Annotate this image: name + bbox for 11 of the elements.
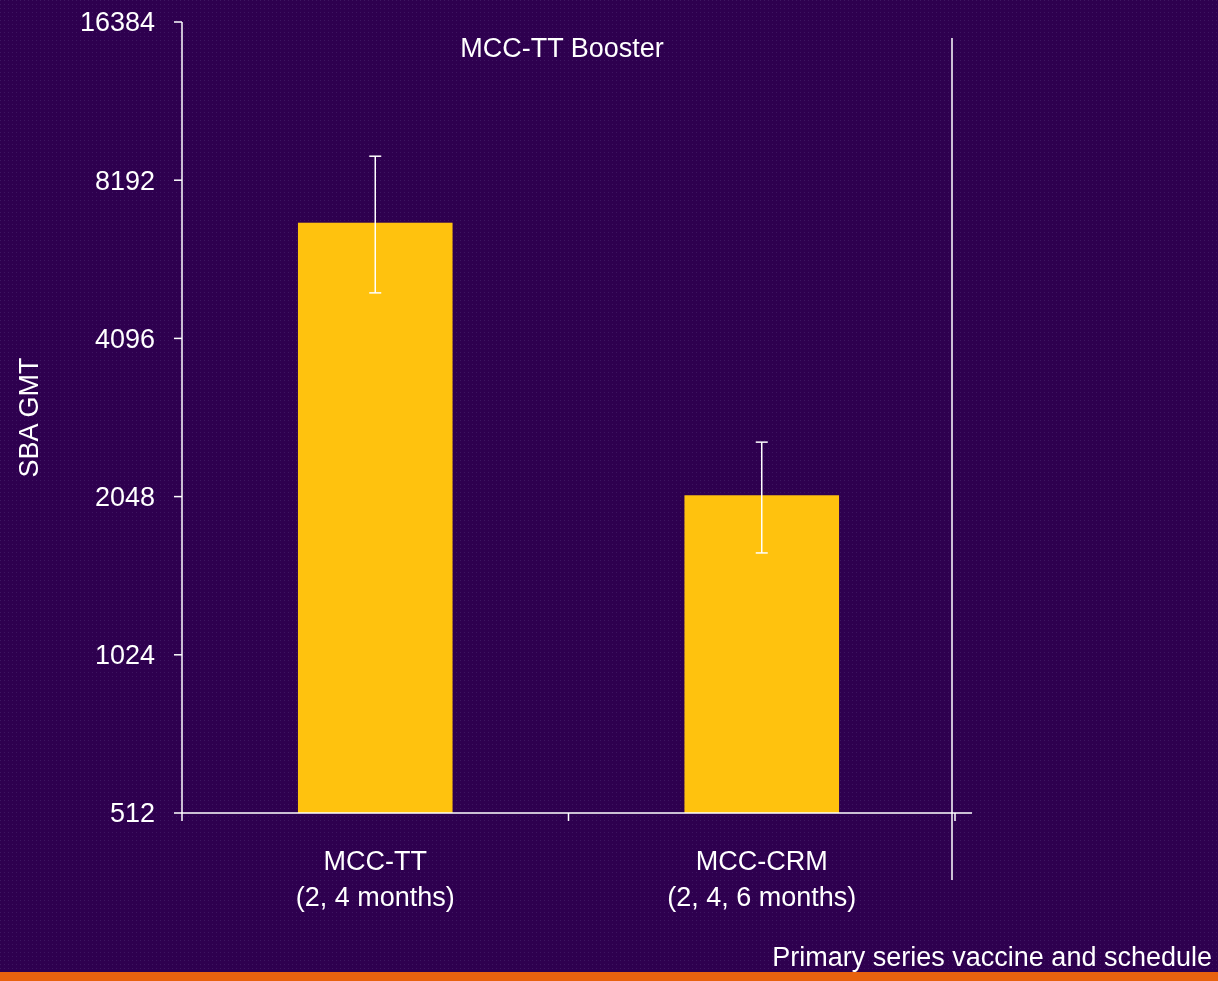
x-tick-label: MCC-TT (2, 4 months) (295, 846, 455, 912)
x-tick-label: MCC-CRM (2, 4, 6 months) (667, 846, 857, 912)
y-tick-label: 512 (109, 798, 155, 829)
y-axis-title: SBA GMT (14, 357, 44, 478)
y-tick-label: 4096 (94, 323, 155, 354)
y-tick-label: 16384 (79, 7, 155, 38)
y-tick-label: 2048 (94, 482, 155, 513)
chart-title: MCC-TT Booster (460, 33, 664, 63)
y-tick-label: 1024 (94, 640, 155, 671)
y-tick-label: 8192 (94, 165, 155, 196)
x-axis-title: Primary series vaccine and schedule (772, 942, 1212, 972)
